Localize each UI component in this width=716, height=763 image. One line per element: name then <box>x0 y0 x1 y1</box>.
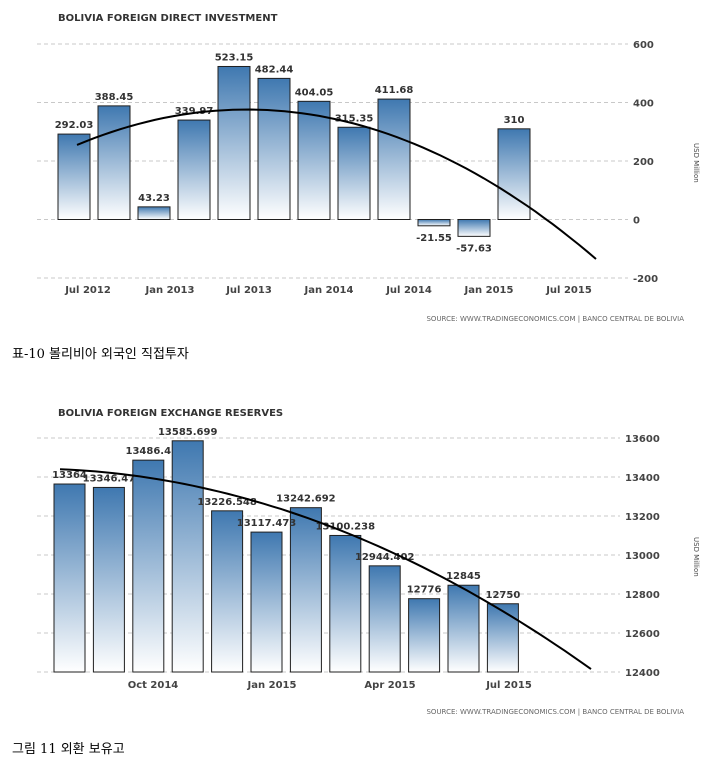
data-label: 13226.548 <box>197 497 257 508</box>
bar <box>329 534 362 673</box>
chart-title: BOLIVIA FOREIGN DIRECT INVESTMENT <box>58 13 278 24</box>
reserves-chart: BOLIVIA FOREIGN EXCHANGE RESERVES 133641… <box>37 408 700 716</box>
y-ticks: -200 0 200 400 600 <box>633 40 658 285</box>
y-axis-label: USD Million <box>692 537 700 577</box>
y-tick-label: 12600 <box>625 629 660 640</box>
bar <box>497 128 531 220</box>
bar <box>57 133 91 220</box>
x-tick-label: Apr 2015 <box>364 680 415 691</box>
data-label: 315.35 <box>335 113 374 124</box>
data-label: 13242.692 <box>276 494 336 505</box>
x-ticks: Jul 2012 Jan 2013 Jul 2013 Jan 2014 Jul 2014… <box>64 285 592 296</box>
bar <box>177 119 211 220</box>
x-tick-label: Jan 2013 <box>145 285 195 296</box>
bar <box>137 206 171 220</box>
data-label: 43.23 <box>138 193 170 204</box>
data-label: 13117.473 <box>237 518 297 529</box>
bar <box>289 507 322 673</box>
x-tick-label: Jul 2015 <box>545 285 592 296</box>
y-tick-label: 13200 <box>625 512 660 523</box>
trend-line <box>59 468 592 670</box>
y-ticks: 12400 12600 12800 13000 13200 13400 13600 <box>625 434 660 679</box>
y-tick-label: 0 <box>633 216 640 227</box>
x-tick-label: Jul 2014 <box>385 285 432 296</box>
bar <box>337 126 371 220</box>
x-tick-label: Jul 2013 <box>225 285 272 296</box>
y-tick-label: 13400 <box>625 473 660 484</box>
reserves-caption: 그림 11 외환 보유고 <box>12 742 125 757</box>
data-label: 13100.238 <box>316 521 376 532</box>
data-label: 523.15 <box>215 52 254 63</box>
y-tick-label: 600 <box>633 40 654 51</box>
x-tick-label: Jan 2015 <box>247 680 297 691</box>
bar <box>217 65 251 220</box>
data-label: 12776 <box>407 585 442 596</box>
source-note: SOURCE: WWW.TRADINGECONOMICS.COM | BANCO… <box>426 315 684 323</box>
data-label: 482.44 <box>255 64 294 75</box>
bar <box>486 603 519 673</box>
y-tick-label: 13600 <box>625 434 660 445</box>
bar <box>297 100 331 220</box>
bar <box>457 219 491 237</box>
data-label: 310 <box>504 115 525 126</box>
bars <box>57 65 531 237</box>
bar <box>97 105 131 220</box>
y-tick-label: 12400 <box>625 668 660 679</box>
source-note: SOURCE: WWW.TRADINGECONOMICS.COM | BANCO… <box>426 708 684 716</box>
bar <box>171 440 204 673</box>
data-label: 411.68 <box>375 85 414 96</box>
bar <box>417 219 451 227</box>
data-label: 404.05 <box>295 87 334 98</box>
x-tick-label: Oct 2014 <box>128 680 179 691</box>
data-label: 12750 <box>486 590 521 601</box>
data-label: 292.03 <box>55 120 94 131</box>
data-label: -57.63 <box>456 243 492 254</box>
data-label: 13346.47 <box>83 473 136 484</box>
bar <box>447 584 480 673</box>
data-label: 13486.4 <box>126 446 172 457</box>
bar <box>377 98 411 220</box>
grid <box>37 437 620 673</box>
bar <box>257 77 291 220</box>
bar <box>92 486 125 673</box>
y-tick-label: 13000 <box>625 551 660 562</box>
bar <box>408 598 441 673</box>
bar <box>132 459 165 673</box>
x-tick-label: Jul 2012 <box>64 285 111 296</box>
bar <box>368 565 401 673</box>
y-tick-label: -200 <box>633 274 658 285</box>
fdi-chart: BOLIVIA FOREIGN DIRECT INVESTMENT 292.03… <box>37 13 700 323</box>
y-tick-label: 12800 <box>625 590 660 601</box>
x-tick-label: Jan 2015 <box>464 285 514 296</box>
bar <box>250 531 283 673</box>
x-tick-label: Jan 2014 <box>304 285 354 296</box>
y-axis-label: USD Million <box>692 143 700 183</box>
trend-line <box>76 108 597 260</box>
data-label: 12845 <box>446 571 481 582</box>
data-label: 13364 <box>52 470 87 481</box>
fdi-caption: 표-10 볼리비아 외국인 직접투자 <box>12 347 189 362</box>
chart-title: BOLIVIA FOREIGN EXCHANGE RESERVES <box>58 408 283 419</box>
data-label: 12944.402 <box>355 552 415 563</box>
data-label: 339.97 <box>175 106 214 117</box>
bar <box>211 510 244 673</box>
x-tick-label: Jul 2015 <box>485 680 532 691</box>
x-ticks: Oct 2014 Jan 2015 Apr 2015 Jul 2015 <box>128 680 532 691</box>
y-tick-label: 400 <box>633 99 654 110</box>
data-label: 13585.699 <box>158 427 218 438</box>
y-tick-label: 200 <box>633 157 654 168</box>
bar <box>53 483 86 673</box>
data-label: -21.55 <box>416 233 452 244</box>
data-label: 388.45 <box>95 92 134 103</box>
bars <box>53 440 519 673</box>
